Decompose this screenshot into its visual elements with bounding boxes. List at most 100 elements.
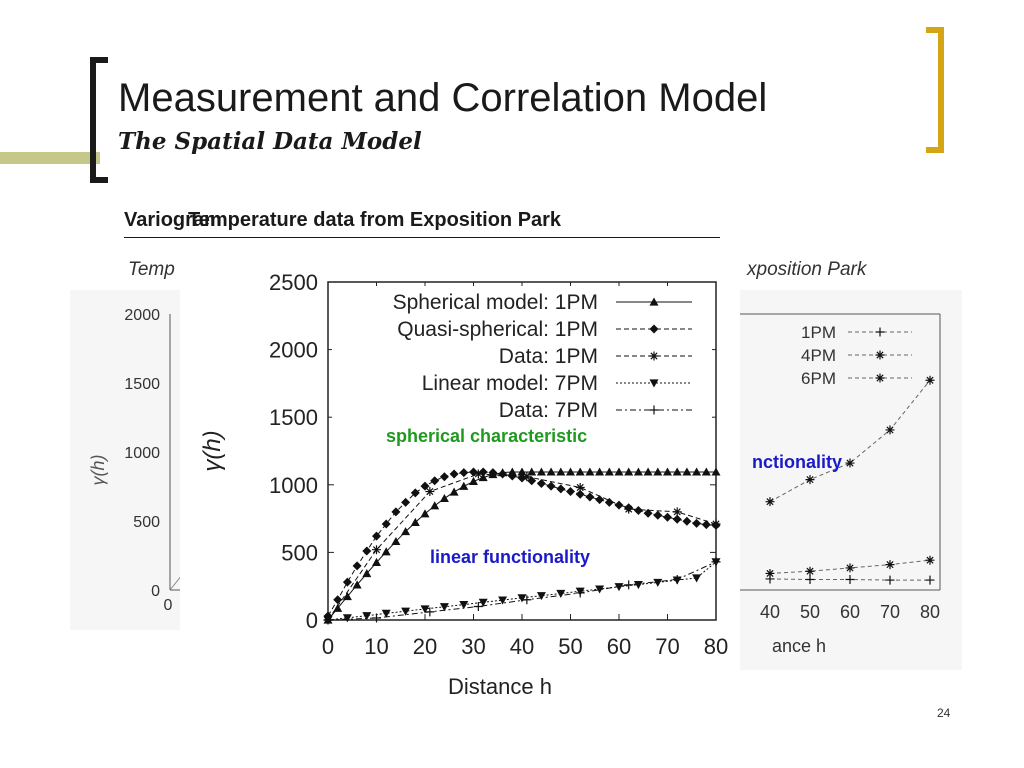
series-point-0 (633, 467, 643, 476)
background-right-series-line-2 (769, 379, 931, 503)
series-point-1 (682, 516, 692, 526)
series-point-0 (372, 557, 381, 567)
background-right-point-2 (885, 425, 895, 435)
background-right-xlabel: ance h (772, 636, 826, 656)
series-point-3 (459, 600, 469, 610)
series-point-4 (711, 557, 721, 567)
series-point-2 (425, 487, 435, 497)
main-legend: Spherical model: 1PM Quasi-spherical: 1PM… (332, 286, 712, 426)
series-point-1 (488, 468, 498, 478)
main-x-tick-label: 10 (364, 634, 388, 659)
caption-right: xposition Park (747, 259, 867, 280)
series-point-0 (459, 481, 469, 490)
legend-marker-1 (649, 324, 659, 334)
series-point-1 (556, 484, 566, 494)
background-left-x-tick: 0 (164, 597, 173, 614)
series-point-3 (362, 612, 372, 621)
series-point-1 (391, 507, 401, 517)
background-right-x-tick-label: 80 (920, 602, 940, 622)
background-right-series (765, 375, 935, 585)
legend-marker-2 (649, 351, 659, 361)
main-xlabel: Distance h (448, 674, 552, 699)
main-x-tick-label: 0 (322, 634, 334, 659)
heading-variogram: Variogram (124, 209, 222, 231)
background-right-legend-label-2: 6PM (801, 369, 836, 388)
series-point-2 (473, 469, 483, 479)
series-point-0 (604, 467, 614, 476)
main-x-tick-label: 30 (461, 634, 485, 659)
series-point-1 (430, 476, 440, 486)
heading-temperature: Temperature data from Exposition Park (188, 209, 562, 231)
background-left-y-ticks: 2000 1500 1000 500 0 (124, 307, 160, 600)
main-x-tick-label: 40 (510, 634, 534, 659)
series-point-0 (556, 467, 566, 476)
series-point-1 (566, 487, 575, 497)
series-line-3 (327, 561, 717, 621)
background-right-legend-marker-2 (875, 373, 885, 383)
series-point-0 (575, 467, 585, 476)
main-y-ticks: 0 500 1000 1500 2000 2500 (269, 270, 716, 633)
background-right-point-1 (805, 566, 815, 576)
series-point-1 (604, 497, 614, 507)
series-point-2 (575, 483, 585, 493)
series-point-1 (585, 492, 595, 502)
series-point-1 (342, 577, 352, 587)
background-right-x-tick-label: 50 (800, 602, 820, 622)
series-point-0 (682, 467, 692, 476)
legend-marker-3 (649, 379, 659, 388)
series-point-4 (425, 607, 435, 617)
series-point-0 (401, 527, 411, 536)
series-point-1 (517, 473, 527, 483)
series-point-0 (420, 509, 430, 518)
background-right-legend-label-1: 4PM (801, 346, 836, 365)
background-right-legend: 1PM 4PM 6PM (801, 323, 912, 388)
annotation-linear: linear functionality (430, 547, 591, 567)
series-point-3 (420, 605, 430, 614)
legend-label-0: Spherical model: 1PM (393, 291, 598, 314)
series-point-0 (536, 467, 546, 476)
right-bracket-decoration (926, 27, 944, 153)
left-bracket-decoration (90, 57, 108, 183)
background-right-point-2 (805, 475, 815, 485)
series-point-0 (663, 467, 672, 476)
series-point-1 (546, 481, 556, 491)
series-point-3 (381, 609, 391, 618)
page-number: 24 (937, 706, 951, 720)
series-point-0 (701, 467, 711, 476)
series-point-4 (575, 588, 585, 598)
background-right-legend-marker-1 (875, 350, 885, 360)
series-point-0 (672, 467, 682, 476)
series-point-0 (449, 487, 459, 496)
series-point-3 (478, 598, 488, 607)
series-point-1 (498, 469, 508, 479)
background-right-point-0 (845, 575, 855, 585)
series-point-1 (459, 468, 469, 478)
background-right-x-tick-label: 70 (880, 602, 900, 622)
main-x-tick-label: 80 (704, 634, 728, 659)
main-y-tick-label: 0 (306, 608, 318, 633)
background-right-x-tick-label: 60 (840, 602, 860, 622)
series-point-0 (430, 501, 440, 510)
series-point-1 (663, 512, 672, 522)
series-point-3 (439, 603, 449, 612)
series-point-1 (333, 595, 343, 605)
main-x-tick-label: 60 (607, 634, 631, 659)
series-point-0 (439, 493, 449, 503)
heading-underline (124, 237, 720, 238)
background-right-point-1 (885, 560, 895, 570)
background-right-point-0 (925, 575, 935, 585)
series-point-1 (575, 489, 585, 499)
legend-label-4: Data: 7PM (499, 399, 598, 422)
series-point-0 (352, 580, 362, 589)
legend-label-3: Linear model: 7PM (422, 372, 598, 395)
series-point-0 (566, 467, 575, 476)
background-right-legend-marker-0 (875, 327, 885, 337)
series-point-3 (498, 596, 508, 605)
series-point-1 (381, 519, 391, 529)
main-y-tick-label: 2000 (269, 338, 318, 363)
series-point-1 (439, 472, 449, 482)
slide-subtitle: The Spatial Data Model (118, 128, 422, 155)
series-point-1 (633, 505, 643, 515)
main-x-tick-label: 20 (413, 634, 437, 659)
background-left-y-tick-label: 2000 (124, 307, 160, 324)
